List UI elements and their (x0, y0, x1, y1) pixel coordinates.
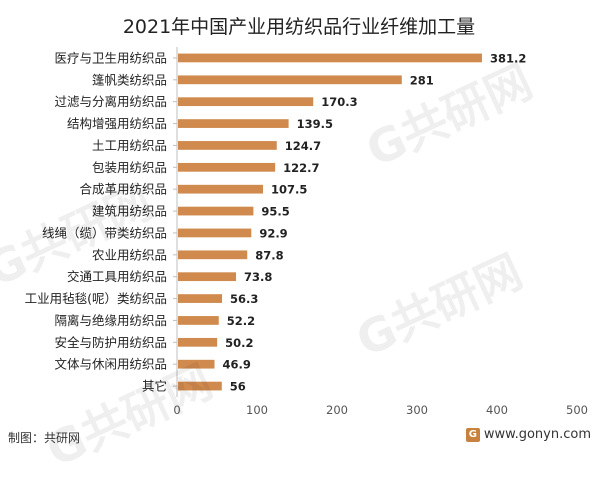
gonyn-logo-icon: G (465, 427, 480, 442)
bar (178, 119, 289, 128)
category-label: 建筑用纺织品 (92, 204, 167, 219)
bar (178, 162, 276, 172)
bar (178, 381, 222, 391)
category-label: 医疗与卫生用纺织品 (54, 50, 167, 65)
data-label: 92.9 (259, 226, 287, 240)
bars-layer: 医疗与卫生用纺织品 381.2 篷帆类纺织品 281 过滤与分离用纺织品 170.3 结构增… (25, 47, 588, 417)
data-label: 381.2 (490, 51, 526, 65)
bar (178, 184, 263, 194)
data-label: 46.9 (223, 358, 251, 372)
category-label: 交通工具用纺织品 (67, 269, 167, 284)
category-label: 安全与防护用纺织品 (54, 335, 167, 350)
category-label: 土工用纺织品 (92, 138, 167, 153)
data-label: 52.2 (227, 314, 255, 328)
data-label: 87.8 (255, 248, 283, 262)
bar (178, 141, 277, 150)
x-tick-label: 200 (326, 403, 348, 417)
data-label: 281 (410, 73, 434, 87)
bar (178, 359, 215, 369)
bar (178, 97, 314, 107)
bar (178, 272, 237, 282)
site-url: www.gonyn.com (483, 427, 591, 442)
category-label: 隔离与绝缘用纺织品 (54, 313, 167, 328)
x-tick-label: 100 (246, 403, 268, 417)
data-label: 56.3 (230, 292, 258, 306)
data-label: 95.5 (261, 205, 289, 219)
bar (178, 250, 248, 260)
category-label: 线绳（缆）带类纺织品 (42, 225, 167, 240)
site-credit: G www.gonyn.com (465, 427, 591, 442)
data-label: 122.7 (283, 161, 319, 175)
bar (178, 228, 252, 238)
data-label: 56 (230, 380, 246, 394)
data-label: 107.5 (271, 183, 307, 197)
data-label: 124.7 (285, 139, 321, 153)
bar (178, 206, 254, 216)
chart-title: 2021年中国产业用纺织品行业纤维加工量 (123, 16, 475, 38)
category-label: 结构增强用纺织品 (67, 116, 167, 131)
category-label: 工业用毡毯(呢）类纺织品 (25, 291, 167, 306)
x-tick-label: 0 (173, 403, 180, 417)
data-label: 139.5 (297, 117, 333, 131)
bar (178, 294, 223, 303)
category-label: 其它 (142, 379, 167, 394)
x-tick-label: 300 (406, 403, 428, 417)
category-label: 文体与休闲用纺织品 (54, 357, 167, 372)
x-tick-label: 500 (566, 403, 588, 417)
bar (178, 316, 219, 325)
x-tick-label: 400 (486, 403, 508, 417)
category-label: 篷帆类纺织品 (92, 72, 167, 87)
category-label: 合成革用纺织品 (79, 182, 167, 197)
data-label: 73.8 (244, 270, 272, 284)
source-credit: 制图：共研网 (8, 431, 81, 445)
category-label: 过滤与分离用纺织品 (54, 94, 167, 109)
bar-chart: 2021年中国产业用纺织品行业纤维加工量 医疗与卫生用纺织品 381.2 篷帆类纺织… (25, 16, 588, 417)
bar (178, 75, 402, 85)
data-label: 50.2 (225, 336, 253, 350)
data-label: 170.3 (321, 95, 357, 109)
category-label: 包装用纺织品 (92, 160, 167, 175)
bar (178, 53, 482, 63)
bar (178, 337, 218, 347)
category-label: 农业用纺织品 (92, 247, 167, 262)
